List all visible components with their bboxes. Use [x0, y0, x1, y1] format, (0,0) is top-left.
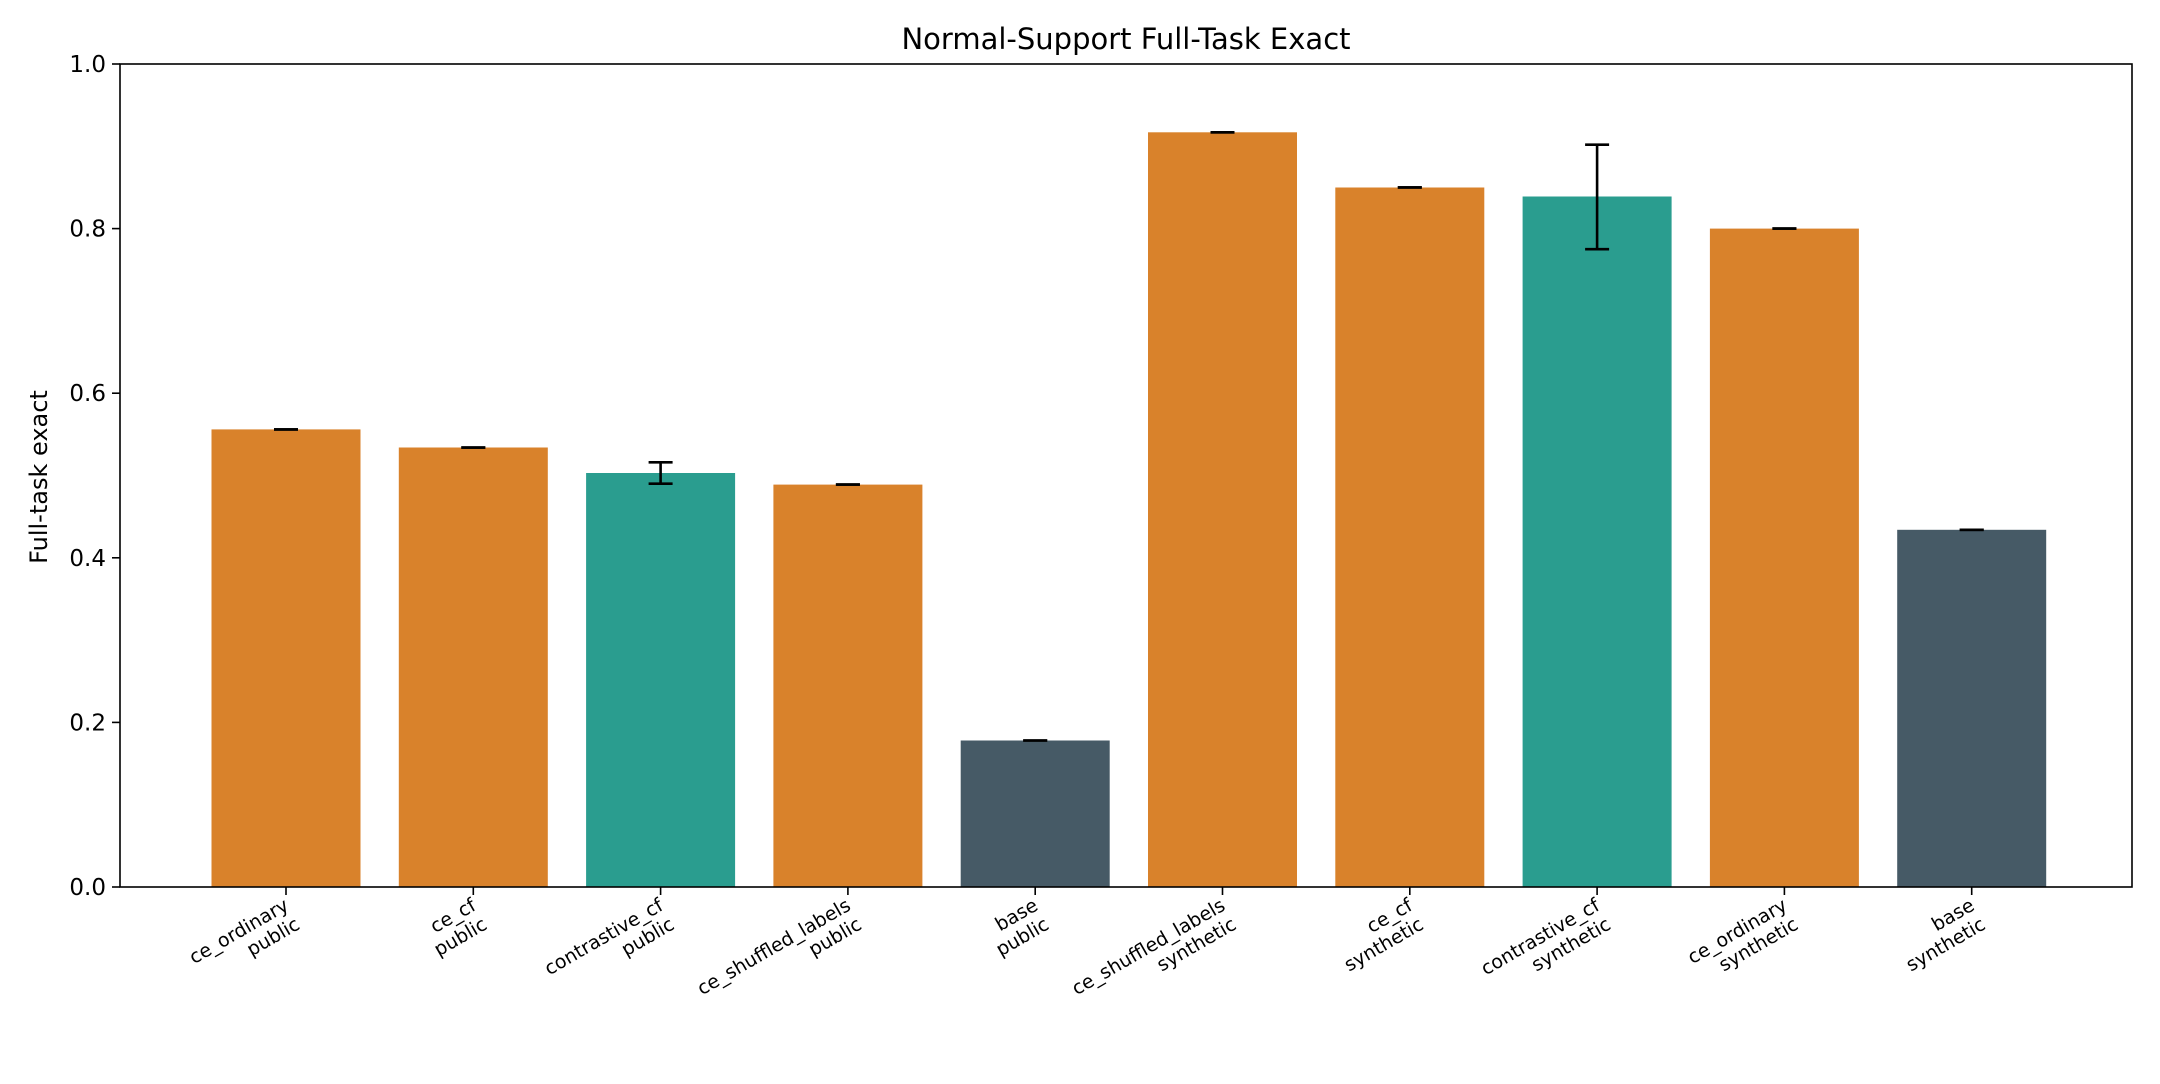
bar — [1897, 529, 2047, 887]
bar — [586, 473, 736, 887]
bar — [211, 429, 361, 887]
bar — [398, 447, 548, 887]
y-tick-label: 0.0 — [69, 875, 106, 901]
y-tick-label: 0.8 — [69, 217, 106, 243]
y-tick-label: 0.4 — [69, 546, 106, 572]
bar — [1522, 196, 1672, 887]
bar — [1709, 228, 1859, 888]
axes-frame — [119, 63, 2133, 888]
bar — [773, 484, 923, 887]
y-axis-label: Full-task exact — [25, 390, 53, 564]
bar — [960, 740, 1110, 887]
y-tick-label: 0.6 — [69, 381, 106, 407]
bar — [1335, 187, 1485, 887]
bar — [1148, 132, 1297, 888]
y-tick-label: 0.2 — [69, 710, 106, 736]
error-bar — [1585, 143, 1610, 251]
error-bar — [648, 461, 673, 486]
chart-title: Normal-Support Full-Task Exact — [901, 22, 1350, 56]
y-tick-label: 1.0 — [69, 52, 106, 78]
